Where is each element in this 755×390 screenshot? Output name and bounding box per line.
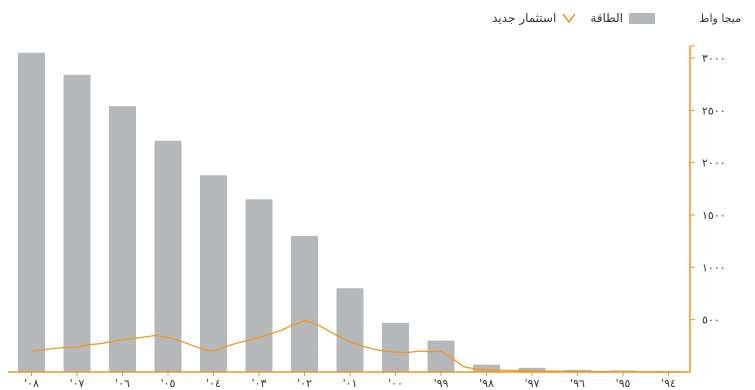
legend-line-label: استثمار جديد [492, 11, 557, 25]
x-tick-label-7: '٠١ [343, 377, 358, 390]
chart-legend: الطاقة استثمار جديد [470, 8, 655, 28]
x-tick-label-10: '٩٨ [479, 377, 494, 390]
legend-item-investment: استثمار جديد [492, 11, 576, 25]
x-tick-label-3: '٠٥ [161, 377, 176, 390]
bar-2 [109, 106, 136, 372]
bar-4 [200, 175, 227, 372]
bar-9 [427, 340, 455, 372]
x-tick-label-11: '٩٧ [525, 377, 540, 390]
x-tick-label-14: '٩٤ [661, 377, 676, 390]
y-tick-label-3: ٢٠٠٠ [702, 157, 726, 170]
x-tick-label-0: '٠٨ [24, 377, 39, 390]
x-tick-label-8: '٠٠ [388, 377, 403, 390]
bar-1 [63, 74, 91, 372]
bar-10 [473, 364, 500, 372]
investment-line [31, 320, 669, 373]
bar-11 [518, 367, 546, 372]
legend-bar-swatch [629, 12, 655, 24]
y-tick-label-4: ٢٥٠٠ [702, 104, 726, 117]
x-tick-label-5: '٠٣ [252, 377, 267, 390]
legend-bar-label: الطاقة [590, 11, 623, 25]
bar-3 [154, 140, 182, 372]
x-tick-label-6: '٠٢ [297, 377, 312, 390]
x-tick-label-4: '٠٤ [206, 377, 221, 390]
x-tick-label-12: '٩٦ [570, 377, 585, 390]
x-tick-label-9: '٩٩ [434, 377, 449, 390]
bar-8 [382, 322, 409, 372]
bar-7 [336, 288, 364, 372]
y-tick-label-0: ٥٠٠ [702, 314, 720, 327]
y-tick-label-5: ٣٠٠٠ [702, 52, 726, 65]
bar-5 [245, 199, 273, 372]
legend-line-swatch-icon [562, 13, 576, 24]
bar-6 [291, 235, 318, 372]
y-tick-label-2: ١٥٠٠ [702, 209, 726, 222]
x-tick-label-2: '٠٦ [115, 377, 130, 390]
legend-item-power: الطاقة [590, 11, 655, 25]
unit-label: ميجا واط [699, 12, 741, 25]
x-tick-label-13: '٩٥ [616, 377, 631, 390]
x-tick-label-1: '٠٧ [70, 377, 85, 390]
y-tick-label-1: ١٠٠٠ [702, 261, 726, 274]
bar-0 [18, 52, 45, 373]
